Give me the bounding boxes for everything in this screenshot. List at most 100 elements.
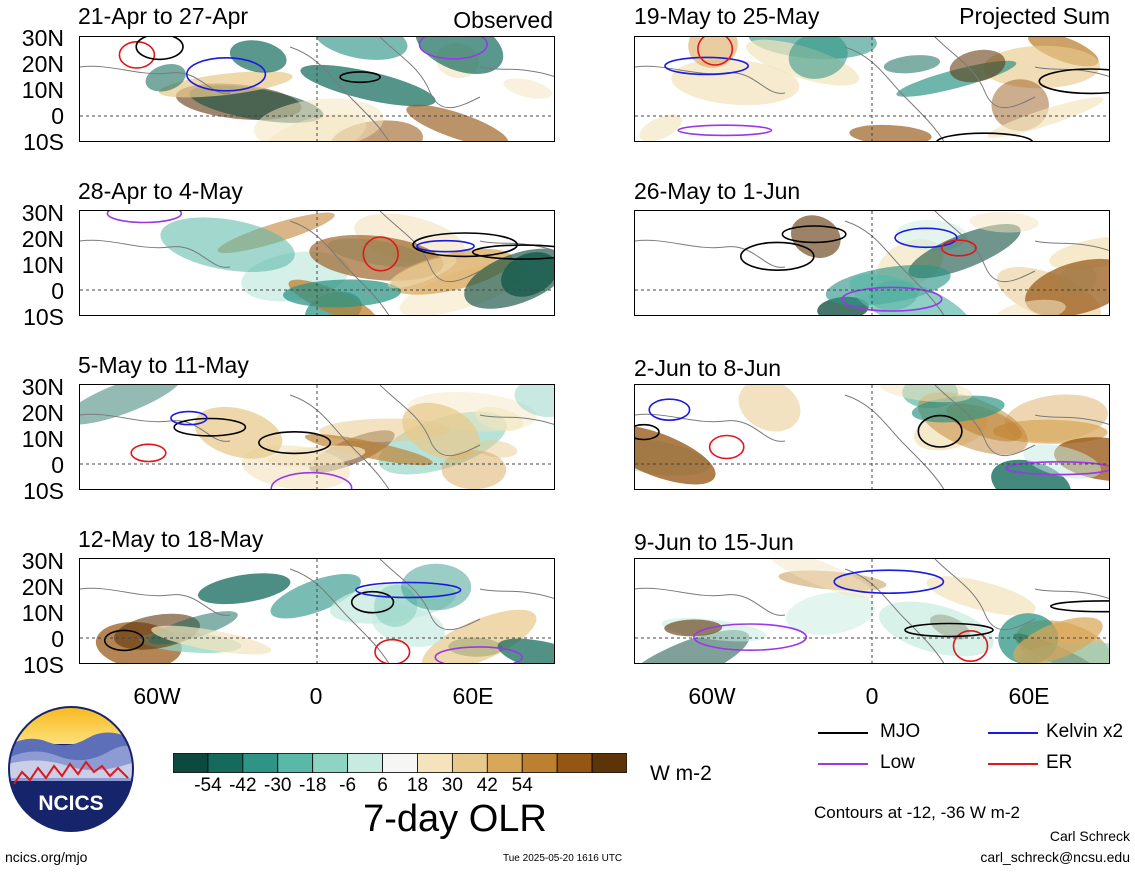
coastline: [635, 413, 786, 442]
wave-contour: [936, 132, 1034, 141]
olr-anomaly-shading: [475, 407, 524, 431]
olr-anomaly-shading: [464, 248, 554, 309]
legend-line-low: [818, 763, 868, 765]
olr-anomaly-shading: [406, 104, 509, 141]
lat-label: 10S: [23, 129, 64, 155]
colorbar-box: [521, 753, 558, 773]
wave-contour: [904, 622, 994, 638]
olr-anomaly-shading: [635, 630, 750, 663]
lat-label: 10S: [23, 478, 64, 504]
wave-contour: [677, 124, 773, 137]
lat-label: 20N: [21, 574, 64, 600]
olr-map-panel-4: [79, 558, 555, 664]
wave-contour: [693, 623, 808, 652]
olr-anomaly-shading: [785, 592, 875, 635]
olr-anomaly-shading: [390, 248, 513, 295]
olr-anomaly-shading: [254, 98, 384, 141]
wave-contour: [103, 629, 145, 652]
olr-anomaly-shading: [849, 124, 932, 141]
coastline: [479, 588, 554, 599]
olr-anomaly-shading: [503, 78, 552, 99]
panel-title-4: 12-May to 18-May: [78, 526, 264, 552]
lat-label: 0: [51, 452, 64, 478]
colorbar-units: W m-2: [650, 762, 712, 785]
olr-map-panel-7: [634, 384, 1110, 490]
olr-anomaly-shading: [949, 49, 1006, 83]
olr-anomaly-shading: [983, 45, 1100, 89]
lat-label: 10N: [21, 426, 64, 452]
coastline: [934, 385, 1036, 457]
olr-anomaly-shading: [229, 40, 287, 73]
panel-title-3: 5-May to 11-May: [78, 352, 249, 378]
olr-anomaly-shading: [80, 385, 183, 425]
wave-contour: [1050, 600, 1109, 613]
colorbar-tick-label: -30: [264, 775, 292, 796]
coastline: [80, 587, 231, 616]
olr-anomaly-shading: [514, 385, 554, 418]
coastline: [289, 220, 390, 315]
colorbar-box: [242, 753, 279, 773]
wave-contour: [118, 40, 156, 69]
olr-anomaly-shading: [926, 576, 1036, 616]
coastline: [479, 66, 554, 77]
colorbar-box: [486, 753, 523, 773]
wave-contour: [833, 569, 945, 595]
coastline: [844, 220, 945, 315]
projected-sum-tag: Projected Sum: [959, 3, 1110, 29]
wave-contour: [270, 471, 353, 489]
panel-title-2: 28-Apr to 4-May: [78, 178, 243, 204]
wave-contour: [740, 241, 815, 271]
colorbar-box: [556, 753, 593, 773]
colorbar-box: [277, 753, 314, 773]
coastline: [934, 37, 1036, 109]
olr-anomaly-shading: [788, 37, 848, 79]
wave-contour: [697, 37, 734, 66]
colorbar-tick-label: -18: [298, 775, 327, 796]
lat-label: 10N: [21, 252, 64, 278]
colorbar-tick-label: 30: [441, 775, 463, 796]
coastline: [80, 413, 231, 442]
colorbar-tick-label: 18: [406, 775, 429, 796]
colorbar-box: [591, 753, 628, 773]
wave-contour: [339, 71, 381, 84]
wave-contour: [664, 56, 749, 76]
colorbar-tick-label: -42: [229, 775, 257, 796]
olr-anomaly-shading: [996, 299, 1066, 315]
wave-contour: [173, 417, 247, 437]
olr-anomaly-shading: [671, 59, 800, 106]
olr-map-panel-5: [634, 36, 1110, 142]
wave-contour: [781, 225, 847, 244]
coastline: [844, 46, 945, 141]
panel-title-1: 21-Apr to 27-Apr: [78, 3, 249, 29]
olr-anomaly-shading: [145, 64, 186, 92]
lat-label: 30N: [21, 548, 64, 574]
wave-contour: [471, 244, 554, 260]
colorbar-box: [172, 753, 209, 773]
olr-anomaly-field: [635, 559, 1109, 663]
coastline: [289, 568, 390, 663]
footer-site: ncics.org/mjo: [5, 849, 88, 865]
olr-anomaly-shading: [883, 55, 941, 74]
olr-anomaly-shading: [270, 573, 361, 619]
wave-contour: [635, 423, 660, 441]
lat-label: 10S: [23, 304, 64, 330]
wave-contour: [412, 232, 518, 258]
wave-contour: [186, 56, 267, 92]
colorbar-box: [382, 753, 418, 773]
colorbar-title: 7-day OLR: [363, 798, 547, 840]
olr-anomaly-field: [635, 211, 1109, 315]
wave-contour: [135, 37, 184, 61]
legend-label-er: ER: [1046, 752, 1073, 773]
lon-label-0-left: 0: [309, 683, 323, 709]
coastline: [289, 394, 390, 489]
lon-label-60w-right: 60W: [688, 683, 736, 709]
lat-label: 30N: [21, 374, 64, 400]
coastline: [934, 559, 1036, 631]
olr-anomaly-shading: [387, 256, 457, 289]
wave-contour: [434, 646, 523, 663]
olr-anomaly-shading: [969, 211, 1039, 233]
panel-title-8: 9-Jun to 15-Jun: [634, 529, 794, 555]
olr-anomaly-shading: [401, 563, 472, 611]
wave-contour: [106, 211, 183, 224]
wave-contour: [170, 410, 208, 426]
